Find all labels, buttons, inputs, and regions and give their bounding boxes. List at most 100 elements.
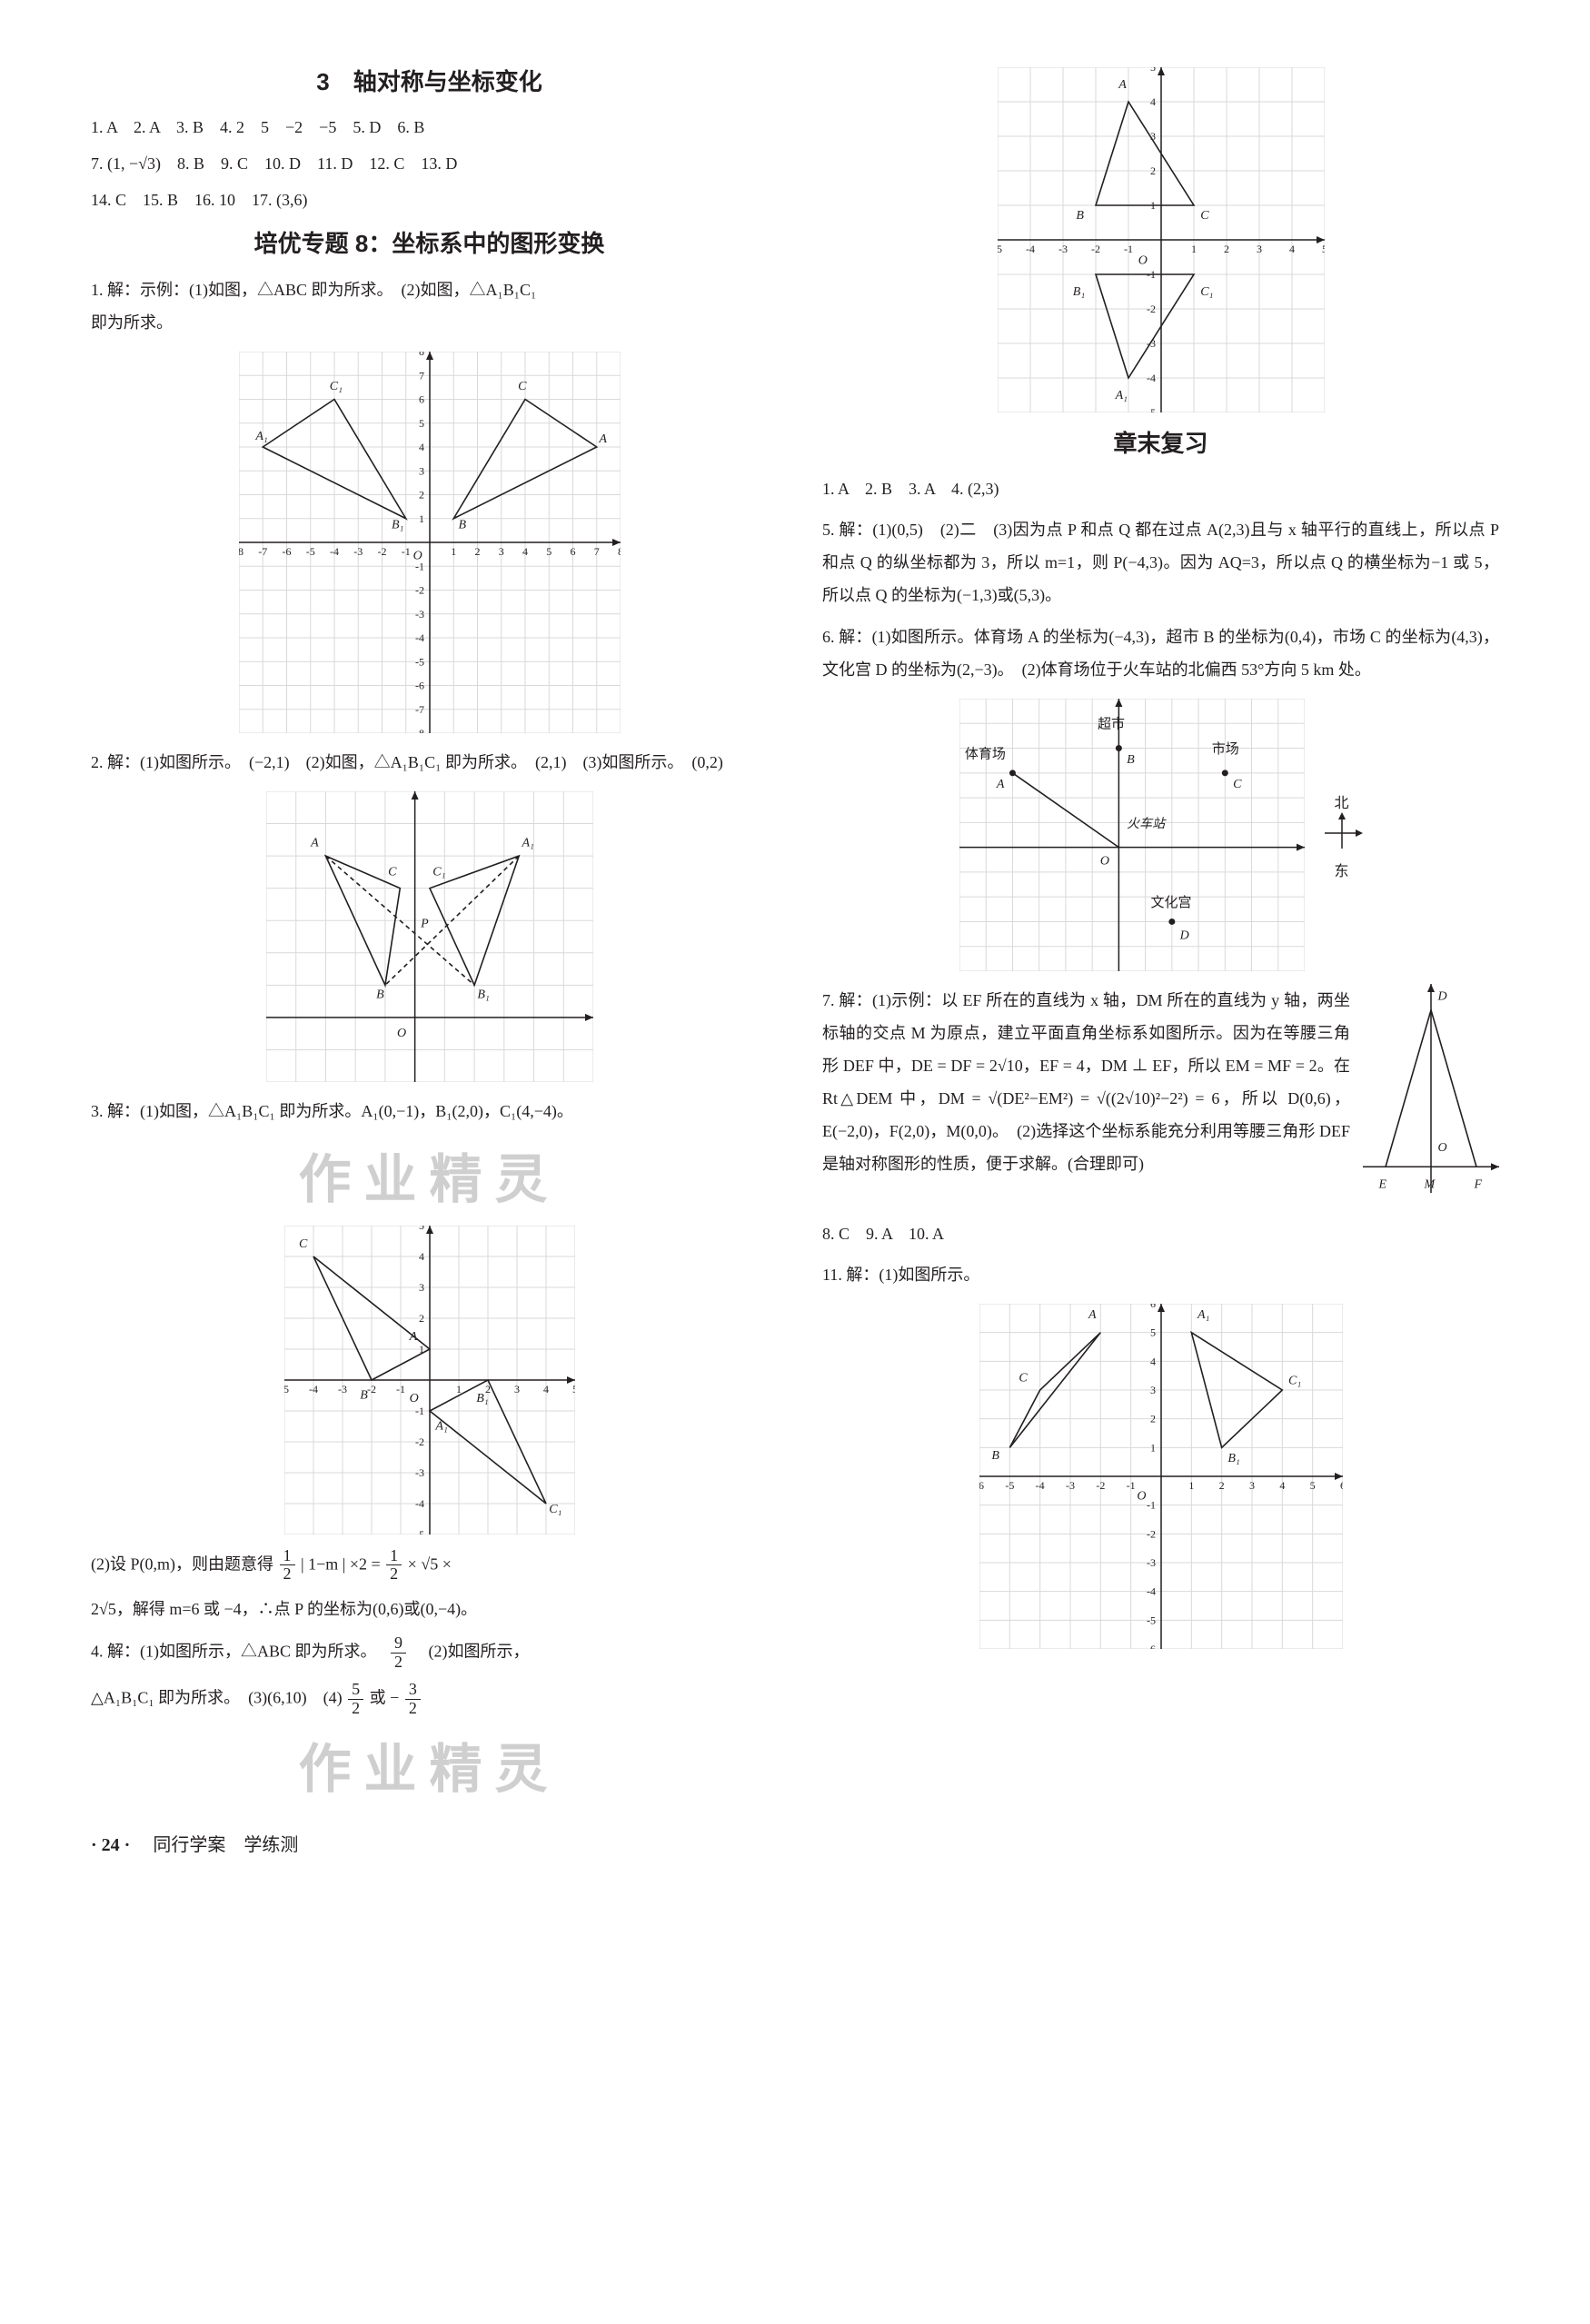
problem-3: 3. 解：(1)如图，△A₁B₁C₁ 即为所求。A₁(0,−1)，B₁(2,0)… <box>91 1095 768 1127</box>
svg-text:A: A <box>598 432 607 445</box>
svg-text:-1: -1 <box>401 545 410 558</box>
svg-text:O: O <box>1438 1141 1447 1155</box>
svg-text:M: M <box>1424 1177 1436 1191</box>
svg-text:1: 1 <box>451 545 456 558</box>
svg-text:C: C <box>518 380 527 393</box>
svg-text:-2: -2 <box>1147 1528 1156 1541</box>
svg-text:-1: -1 <box>1124 243 1133 255</box>
svg-text:-2: -2 <box>377 545 386 558</box>
svg-text:3: 3 <box>419 464 424 477</box>
svg-text:-4: -4 <box>415 1497 424 1510</box>
svg-text:A: A <box>408 1329 417 1343</box>
svg-text:3: 3 <box>1257 243 1262 255</box>
answer-line: 1. A 2. B 3. A 4. (2,3) <box>822 473 1499 504</box>
svg-text:-4: -4 <box>309 1383 318 1395</box>
svg-text:3: 3 <box>1249 1479 1255 1492</box>
problem-2: 2. 解：(1)如图所示。 (−2,1) (2)如图，△A₁B₁C₁ 即为所求。… <box>91 746 768 779</box>
svg-text:-5: -5 <box>284 1383 289 1395</box>
svg-text:C: C <box>1233 778 1242 791</box>
svg-text:B₁: B₁ <box>1227 1453 1239 1466</box>
compass-east: 东 <box>1321 859 1363 880</box>
section-title-1: 3 轴对称与坐标变化 <box>91 64 768 97</box>
svg-text:-8: -8 <box>415 727 424 733</box>
problem-4a: 4. 解：(1)如图所示，△ABC 即为所求。 92 (2)如图所示， <box>91 1634 768 1672</box>
svg-text:1: 1 <box>456 1383 462 1395</box>
svg-text:-3: -3 <box>415 607 424 620</box>
fraction: 12 <box>386 1547 402 1584</box>
svg-text:D: D <box>1178 929 1188 943</box>
svg-text:O: O <box>397 1027 406 1040</box>
svg-text:-2: -2 <box>1091 243 1100 255</box>
figure-4: -5-4-3-2-112345-5-4-3-2-112345ABCA₁B₁C₁O… <box>822 67 1499 412</box>
svg-text:4: 4 <box>543 1383 549 1395</box>
svg-text:文化宫: 文化宫 <box>1150 895 1191 910</box>
svg-text:-2: -2 <box>1096 1479 1105 1492</box>
svg-text:-1: -1 <box>1126 1479 1135 1492</box>
text: △A₁B₁C₁ 即为所求。 (3)(6,10) (4) <box>91 1688 346 1706</box>
figure-5: 体育场A超市B市场C文化宫D火车站Oxy 北 东 <box>822 699 1499 971</box>
svg-text:-2: -2 <box>415 583 424 596</box>
svg-text:-2: -2 <box>1147 303 1156 315</box>
text: 4. 解：(1)如图所示，△ABC 即为所求。 <box>91 1643 385 1661</box>
svg-text:2: 2 <box>1150 1413 1156 1425</box>
svg-text:-8: -8 <box>239 545 243 558</box>
svg-text:2: 2 <box>419 488 424 501</box>
svg-text:-1: -1 <box>415 1405 424 1417</box>
svg-text:7: 7 <box>593 545 599 558</box>
svg-text:5: 5 <box>419 416 424 429</box>
svg-text:B₁: B₁ <box>392 518 403 531</box>
svg-text:-5: -5 <box>415 1528 424 1534</box>
problem-7: DEMFOxy 7. 解：(1)示例：以 EF 所在的直线为 x 轴，DM 所在… <box>822 984 1499 1209</box>
svg-text:-3: -3 <box>1066 1479 1075 1492</box>
svg-text:A₁: A₁ <box>1197 1308 1209 1322</box>
svg-text:C₁: C₁ <box>432 865 445 879</box>
text: 1. 解：示例：(1)如图，△ABC 即为所求。 (2)如图，△A₁B₁C₁ <box>91 281 536 299</box>
svg-text:5: 5 <box>546 545 552 558</box>
svg-text:-3: -3 <box>415 1466 424 1479</box>
svg-text:-5: -5 <box>1005 1479 1014 1492</box>
svg-text:-6: -6 <box>979 1479 984 1492</box>
svg-text:火车站: 火车站 <box>1127 817 1167 831</box>
svg-text:D: D <box>1437 989 1447 1003</box>
svg-text:A₁: A₁ <box>521 836 533 849</box>
answer-line: 7. (1, −√3) 8. B 9. C 10. D 11. D 12. C … <box>91 148 768 179</box>
svg-text:C: C <box>388 865 397 879</box>
compass-north: 北 <box>1321 790 1363 812</box>
svg-text:O: O <box>1099 855 1108 869</box>
svg-text:O: O <box>1138 254 1147 268</box>
svg-text:O: O <box>1137 1490 1146 1504</box>
svg-text:C: C <box>1019 1372 1028 1385</box>
problem-3b: (2)设 P(0,m)，则由题意得 12 | 1−m | ×2 = 12 × √… <box>91 1547 768 1584</box>
svg-text:1: 1 <box>419 511 424 524</box>
svg-text:A: A <box>1118 78 1127 92</box>
svg-text:-4: -4 <box>330 545 339 558</box>
svg-text:-6: -6 <box>415 679 424 691</box>
svg-text:超市: 超市 <box>1098 717 1125 732</box>
svg-text:3: 3 <box>514 1383 520 1395</box>
svg-text:C: C <box>299 1236 308 1250</box>
watermark: 作业精灵 <box>91 1137 768 1213</box>
svg-text:5: 5 <box>1150 1326 1156 1339</box>
page-number: · 24 · <box>91 1835 130 1855</box>
svg-text:4: 4 <box>1289 243 1295 255</box>
svg-text:3: 3 <box>498 545 503 558</box>
svg-text:-7: -7 <box>258 545 267 558</box>
svg-text:-4: -4 <box>1035 1479 1044 1492</box>
svg-text:6: 6 <box>1340 1479 1343 1492</box>
svg-text:B₁: B₁ <box>477 988 489 1001</box>
text: (2)如图所示， <box>412 1643 530 1661</box>
svg-text:C₁: C₁ <box>1288 1375 1301 1388</box>
page-footer: · 24 · 同行学案 学练测 <box>91 1830 768 1856</box>
answer-line: 14. C 15. B 16. 10 17. (3,6) <box>91 184 768 215</box>
compass: 北 东 <box>1321 790 1363 880</box>
svg-text:A: A <box>310 836 319 849</box>
svg-text:6: 6 <box>419 392 424 405</box>
svg-text:B: B <box>376 988 384 1001</box>
svg-text:体育场: 体育场 <box>964 747 1005 762</box>
svg-text:B: B <box>991 1449 999 1463</box>
svg-text:1: 1 <box>1188 1479 1194 1492</box>
svg-text:-5: -5 <box>1147 1614 1156 1627</box>
svg-text:C₁: C₁ <box>329 380 342 393</box>
compass-icon <box>1321 812 1363 854</box>
svg-text:O: O <box>412 549 422 562</box>
